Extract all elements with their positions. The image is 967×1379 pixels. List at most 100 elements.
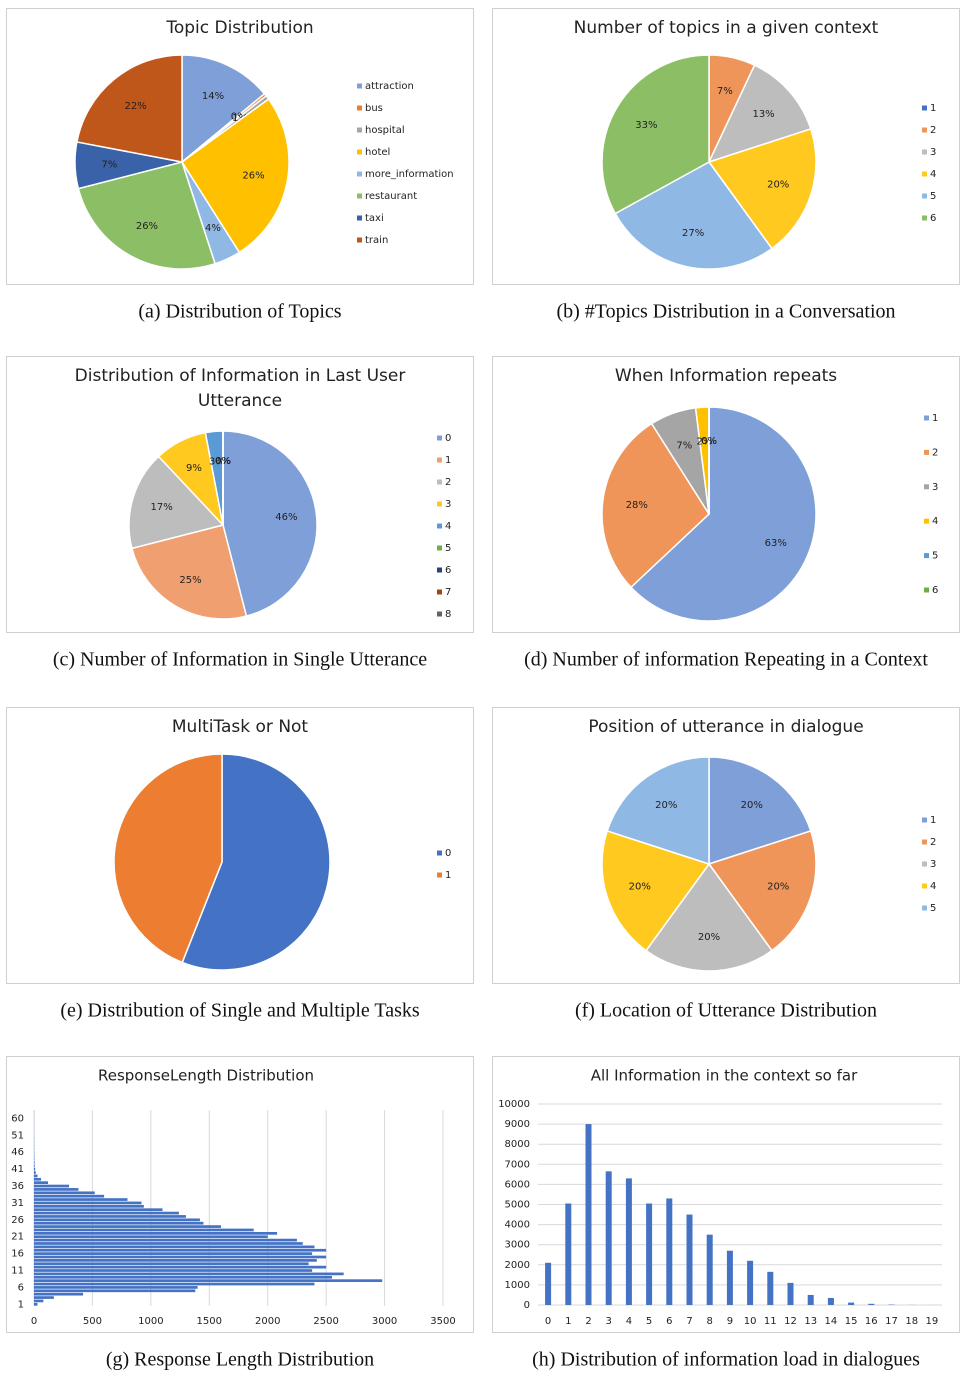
bar: [34, 1221, 204, 1225]
chart-panel: Distribution of Information in Last User…: [6, 356, 474, 633]
y-tick-label: 2000: [505, 1260, 530, 1271]
legend-swatch: [437, 435, 442, 441]
y-tick-label: 8000: [505, 1139, 530, 1150]
slice-label: 20%: [698, 932, 720, 943]
chart-panel: When Information repeats 63% 1 28% 2 7% 3 2% 4 0%…: [492, 356, 960, 633]
x-tick-label: 15: [845, 1316, 858, 1327]
x-tick-label: 1000: [138, 1316, 163, 1327]
legend-swatch: [922, 149, 927, 155]
x-tick-label: 1500: [197, 1316, 222, 1327]
panel-border: [492, 1056, 960, 1333]
x-tick-label: 8: [707, 1316, 713, 1327]
bar: [34, 1272, 344, 1276]
x-tick-label: 6: [666, 1316, 672, 1327]
y-tick-label: 9000: [505, 1119, 530, 1130]
legend-swatch: [437, 850, 442, 856]
bar: [34, 1279, 383, 1283]
pie-slice: [113, 753, 223, 964]
bar: [34, 1211, 179, 1215]
legend-label: 0: [445, 848, 451, 859]
y-tick-label: 11: [11, 1266, 24, 1277]
caption: (d) Number of information Repeating in a…: [524, 649, 928, 671]
bar: [34, 1177, 42, 1181]
legend-swatch: [437, 479, 442, 485]
legend-label: taxi: [365, 213, 384, 224]
chart-title: All Information in the context so far: [591, 1067, 858, 1085]
legend-label: hotel: [365, 147, 390, 158]
y-tick-label: 46: [11, 1147, 24, 1158]
bar: [34, 1286, 198, 1289]
x-tick-label: 2: [585, 1316, 591, 1327]
pie-slice: [707, 829, 817, 952]
slice-label: 7%: [676, 441, 692, 452]
caption: (a) Distribution of Topics: [138, 301, 341, 323]
bar: [34, 1191, 95, 1195]
bar: [34, 1204, 144, 1208]
bar: [34, 1282, 315, 1286]
legend-label: 5: [932, 551, 938, 562]
bar: [34, 1181, 49, 1185]
legend-label: 5: [930, 191, 936, 202]
chart-panel: Position of utterance in dialogue 20% 1 20%…: [492, 707, 960, 984]
slice-label: 20%: [741, 800, 763, 811]
legend-swatch: [924, 553, 929, 559]
legend-label: 5: [930, 903, 936, 914]
x-tick-label: 3: [606, 1316, 612, 1327]
chart-panel: MultiTask or Not 0 1: [6, 707, 474, 984]
legend-label: bus: [365, 103, 383, 114]
legend-swatch: [437, 523, 442, 529]
legend-swatch: [922, 905, 927, 911]
pie-slice: [645, 862, 773, 972]
pie-slice: [601, 829, 711, 952]
y-tick-label: 21: [11, 1232, 24, 1243]
legend-swatch: [922, 861, 927, 867]
pie-slice: [181, 54, 266, 164]
caption: (g) Response Length Distribution: [106, 1349, 374, 1371]
x-tick-label: 5: [646, 1316, 652, 1327]
y-tick-label: 10000: [498, 1099, 530, 1110]
legend-label: more_information: [365, 169, 454, 180]
legend-label: 8: [445, 609, 451, 620]
pie-slice: [707, 127, 817, 250]
pie-slice: [601, 54, 710, 215]
x-tick-label: 0: [31, 1316, 37, 1327]
bar: [565, 1203, 572, 1305]
chart-title: Distribution of Information in Last User…: [75, 366, 406, 411]
legend-swatch: [357, 171, 362, 177]
slice-label: 26%: [242, 171, 264, 182]
legend-swatch: [924, 518, 929, 524]
y-tick-label: 26: [11, 1215, 24, 1226]
legend-label: 3: [445, 499, 451, 510]
legend-label: 1: [930, 103, 936, 114]
slice-label: 17%: [151, 502, 173, 513]
y-tick-label: 4000: [505, 1220, 530, 1231]
x-tick-label: 500: [83, 1316, 102, 1327]
y-tick-label: 31: [11, 1198, 24, 1209]
chart-title: Topic Distribution: [165, 18, 313, 38]
bar: [34, 1174, 38, 1178]
bar: [34, 1161, 35, 1164]
bar: [34, 1248, 327, 1252]
bar: [34, 1228, 254, 1232]
bar: [34, 1208, 163, 1212]
legend-swatch: [437, 872, 442, 878]
slice-label: 0%: [215, 456, 231, 467]
slice-label: 7%: [101, 159, 117, 170]
legend-label: 1: [445, 870, 451, 881]
caption: (c) Number of Information in Single Utte…: [53, 649, 427, 671]
y-tick-label: 3000: [505, 1240, 530, 1251]
bar: [34, 1255, 327, 1259]
x-tick-label: 12: [784, 1316, 797, 1327]
x-tick-label: 18: [905, 1316, 918, 1327]
legend-label: 3: [930, 147, 936, 158]
legend-label: 4: [445, 521, 451, 532]
legend-label: 2: [930, 837, 936, 848]
bar: [34, 1292, 84, 1296]
pie-slice: [128, 455, 225, 550]
legend-swatch: [437, 589, 442, 595]
slice-label: 2%: [696, 436, 712, 447]
x-tick-label: 1: [565, 1316, 571, 1327]
bar: [34, 1265, 327, 1269]
bar: [34, 1164, 35, 1168]
